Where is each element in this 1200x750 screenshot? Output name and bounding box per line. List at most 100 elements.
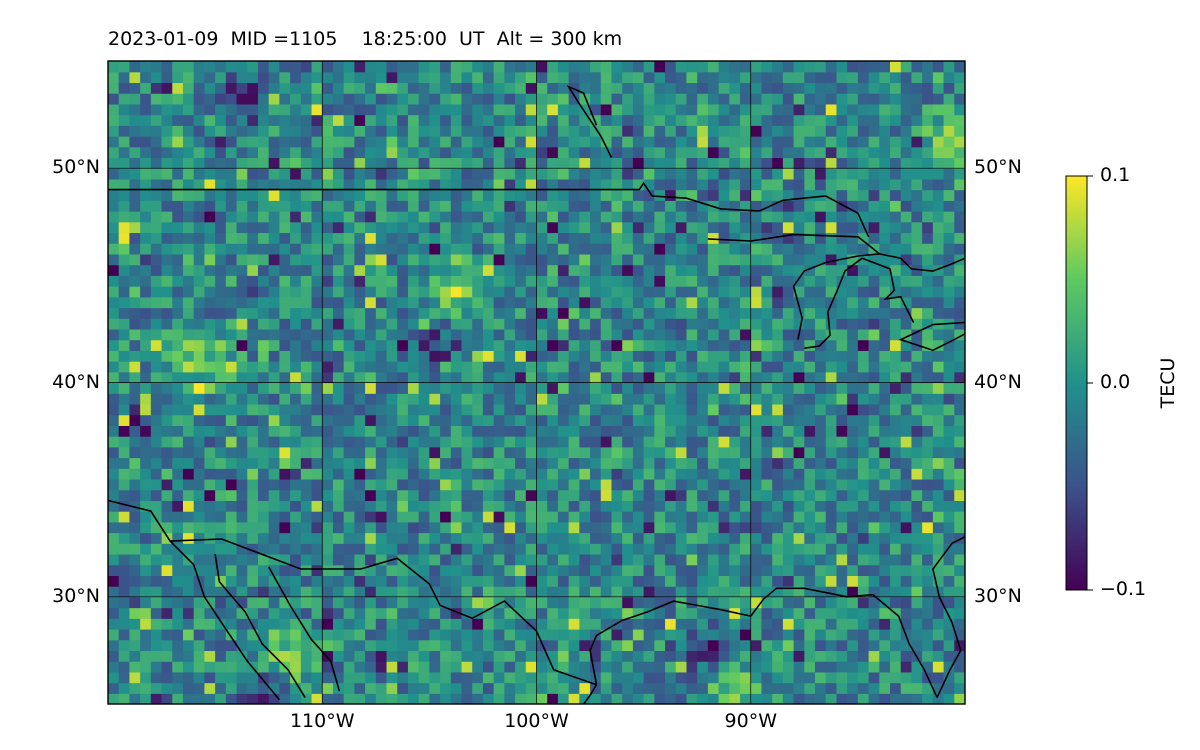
heat-cell	[707, 511, 720, 523]
heat-cell	[525, 146, 538, 159]
heat-cell	[675, 532, 688, 544]
heat-cell	[718, 307, 730, 319]
heat-cell	[247, 414, 259, 426]
heat-cell	[750, 146, 763, 159]
heat-cell	[118, 296, 131, 309]
heat-cell	[279, 543, 291, 555]
heat-cell	[568, 639, 580, 652]
heat-cell	[600, 457, 613, 469]
heat-cell	[857, 275, 870, 287]
heat-cell	[557, 82, 570, 94]
heat-cell	[247, 350, 259, 362]
heat-cell	[654, 103, 666, 116]
heat-cell	[482, 157, 495, 169]
heat-cell	[932, 618, 945, 630]
heat-cell	[954, 618, 965, 630]
heat-cell	[215, 607, 227, 619]
heat-cell	[547, 361, 559, 373]
heat-cell	[365, 468, 377, 480]
heat-cell	[643, 607, 655, 619]
heat-cell	[847, 618, 859, 630]
heat-cell	[322, 328, 334, 341]
heat-cell	[375, 468, 388, 480]
heat-cell	[386, 693, 398, 704]
heat-cell	[761, 457, 773, 469]
heat-cell	[386, 682, 398, 694]
heat-cell	[225, 178, 238, 191]
heat-cell	[590, 650, 602, 662]
heat-cell	[418, 393, 430, 405]
heat-cell	[118, 457, 131, 469]
heat-cell	[654, 553, 666, 566]
heat-cell	[718, 264, 730, 276]
heat-cell	[322, 628, 334, 641]
heat-cell	[118, 425, 131, 437]
heat-cell	[932, 103, 945, 116]
heat-cell	[525, 350, 538, 362]
heat-cell	[182, 296, 195, 309]
heat-cell	[536, 264, 548, 276]
heat-cell	[525, 275, 538, 287]
heatmap-cells	[108, 61, 965, 704]
heat-cell	[108, 264, 120, 276]
heat-cell	[193, 286, 206, 298]
heat-cell	[215, 339, 227, 351]
heat-cell	[504, 553, 516, 566]
heat-cell	[440, 328, 452, 341]
heat-cell	[793, 596, 805, 609]
heat-cell	[600, 403, 613, 416]
heat-cell	[515, 125, 527, 137]
heat-cell	[943, 243, 955, 255]
heat-cell	[557, 103, 570, 116]
heat-cell	[182, 200, 195, 212]
heat-cell	[665, 607, 677, 619]
heat-cell	[150, 296, 163, 309]
heat-cell	[204, 596, 216, 609]
heat-cell	[236, 318, 248, 330]
heat-cell	[172, 650, 184, 662]
heat-cell	[750, 286, 763, 298]
heat-cell	[772, 232, 784, 244]
heat-cell	[493, 468, 505, 480]
heat-cell	[686, 628, 698, 641]
heat-cell	[129, 168, 141, 180]
heat-cell	[761, 682, 773, 694]
heat-cell	[804, 318, 816, 330]
heat-cell	[429, 318, 441, 330]
heat-cell	[890, 275, 902, 287]
heat-cell	[429, 382, 441, 394]
heat-cell	[311, 446, 323, 459]
heat-cell	[525, 103, 538, 116]
heat-cell	[504, 318, 516, 330]
heat-cell	[600, 178, 613, 191]
heat-cell	[268, 478, 280, 491]
heat-cell	[450, 350, 463, 362]
heat-cell	[954, 339, 965, 351]
heat-cell	[815, 532, 827, 544]
heat-cell	[450, 639, 463, 652]
heat-cell	[890, 671, 902, 684]
heat-cell	[890, 136, 902, 148]
heat-cell	[172, 318, 184, 330]
heat-cell	[515, 639, 527, 652]
heat-cell	[815, 93, 827, 105]
heat-cell	[782, 232, 795, 244]
heat-cell	[911, 468, 923, 480]
heat-cell	[407, 575, 420, 587]
heat-cell	[279, 586, 291, 598]
heat-cell	[729, 157, 741, 169]
heat-cell	[332, 93, 345, 105]
heat-cell	[761, 564, 773, 576]
heat-cell	[590, 168, 602, 180]
heat-cell	[600, 339, 613, 351]
heat-cell	[204, 414, 216, 426]
heat-cell	[750, 564, 763, 576]
heat-cell	[825, 221, 838, 234]
heat-cell	[472, 403, 484, 416]
heat-cell	[815, 103, 827, 116]
heat-cell	[182, 618, 195, 630]
heat-cell	[900, 489, 913, 501]
heat-cell	[365, 200, 377, 212]
heat-cell	[707, 286, 720, 298]
heat-cell	[236, 264, 248, 276]
